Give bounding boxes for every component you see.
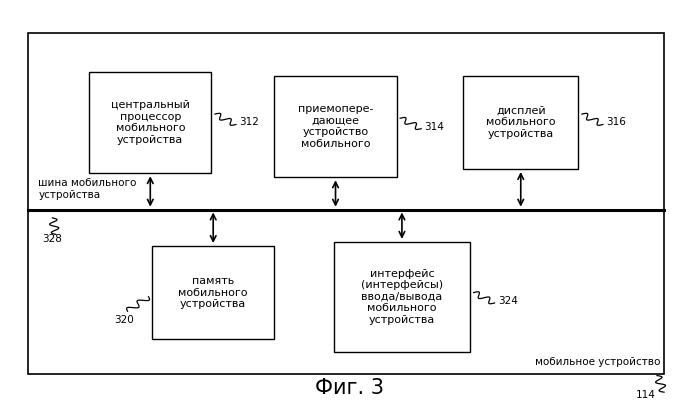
Text: 320: 320 <box>114 315 134 325</box>
Text: 328: 328 <box>43 234 62 244</box>
Text: 312: 312 <box>239 117 259 127</box>
Text: Фиг. 3: Фиг. 3 <box>315 378 384 398</box>
Text: память
мобильного
устройства: память мобильного устройства <box>178 276 248 309</box>
Text: интерфейс
(интерфейсы)
ввода/вывода
мобильного
устройства: интерфейс (интерфейсы) ввода/вывода моби… <box>361 269 443 325</box>
Text: дисплей
мобильного
устройства: дисплей мобильного устройства <box>486 106 556 139</box>
Bar <box>274 76 396 178</box>
Text: приемопере-
дающее
устройство
мобильного: приемопере- дающее устройство мобильного <box>298 104 373 149</box>
Bar <box>89 71 211 173</box>
Text: 114: 114 <box>636 390 656 400</box>
Bar <box>333 242 470 352</box>
Text: мобильное устройство: мобильное устройство <box>535 357 661 367</box>
Text: 324: 324 <box>498 296 518 306</box>
Text: 316: 316 <box>607 117 626 127</box>
Text: центральный
процессор
мобильного
устройства: центральный процессор мобильного устройс… <box>111 100 189 145</box>
Bar <box>28 33 664 374</box>
Text: шина мобильного
устройства: шина мобильного устройства <box>38 178 137 200</box>
Bar <box>152 246 274 339</box>
Text: 314: 314 <box>425 122 445 132</box>
Bar <box>463 76 579 169</box>
